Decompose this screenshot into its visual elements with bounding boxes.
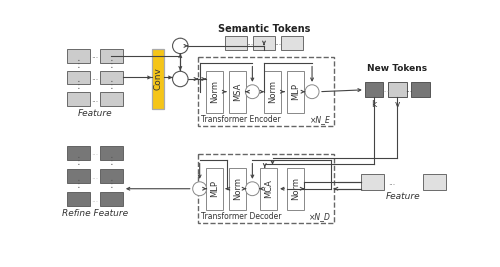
Text: MLP: MLP bbox=[210, 180, 219, 197]
Text: ×N_D: ×N_D bbox=[309, 213, 330, 221]
Bar bbox=[225, 36, 247, 50]
Text: ⋮: ⋮ bbox=[106, 156, 116, 166]
Bar bbox=[67, 146, 90, 160]
Bar bbox=[100, 92, 123, 106]
Bar bbox=[365, 82, 384, 97]
Text: Norm: Norm bbox=[268, 80, 277, 103]
Text: Norm: Norm bbox=[233, 177, 242, 200]
Text: ⋮: ⋮ bbox=[74, 156, 84, 166]
Text: ⋮: ⋮ bbox=[106, 179, 116, 190]
Text: +: + bbox=[194, 183, 205, 196]
Text: ...: ... bbox=[388, 178, 396, 187]
Text: Feature: Feature bbox=[78, 109, 112, 118]
Bar bbox=[253, 36, 275, 50]
Text: k: k bbox=[372, 100, 376, 109]
Circle shape bbox=[172, 38, 188, 54]
Text: MLP: MLP bbox=[292, 83, 300, 100]
Bar bbox=[206, 70, 223, 113]
Text: MCA: MCA bbox=[264, 179, 273, 198]
Text: +: + bbox=[306, 86, 318, 99]
Circle shape bbox=[192, 182, 206, 196]
Circle shape bbox=[172, 71, 188, 87]
Text: ...: ... bbox=[274, 38, 281, 47]
Bar bbox=[67, 49, 90, 63]
Bar bbox=[100, 146, 123, 160]
Text: ⋮: ⋮ bbox=[74, 59, 84, 69]
Text: ⋮: ⋮ bbox=[74, 80, 84, 90]
Bar bbox=[229, 168, 246, 210]
Text: Norm: Norm bbox=[292, 177, 300, 200]
Text: ...: ... bbox=[92, 52, 98, 60]
Bar bbox=[423, 175, 446, 190]
Text: Transformer Encoder: Transformer Encoder bbox=[201, 115, 281, 124]
Text: New Tokens: New Tokens bbox=[367, 64, 428, 73]
Bar bbox=[67, 70, 90, 84]
Text: Conv: Conv bbox=[154, 68, 162, 91]
Circle shape bbox=[246, 182, 260, 196]
Bar bbox=[264, 70, 281, 113]
Text: ⋮: ⋮ bbox=[74, 179, 84, 190]
Text: ...: ... bbox=[382, 85, 389, 94]
Bar bbox=[287, 168, 304, 210]
Bar bbox=[411, 82, 430, 97]
Text: ...: ... bbox=[92, 73, 98, 82]
Text: Refine Feature: Refine Feature bbox=[62, 209, 128, 218]
Bar bbox=[198, 57, 334, 126]
Bar bbox=[67, 192, 90, 206]
Bar bbox=[260, 168, 277, 210]
Bar bbox=[100, 169, 123, 183]
Text: Transformer Decoder: Transformer Decoder bbox=[201, 213, 281, 221]
Text: Semantic Tokens: Semantic Tokens bbox=[218, 23, 310, 34]
Text: Norm: Norm bbox=[210, 80, 219, 103]
Bar bbox=[152, 49, 164, 109]
Circle shape bbox=[246, 85, 260, 99]
Text: ×N_E: ×N_E bbox=[310, 115, 330, 124]
Text: ...: ... bbox=[92, 95, 98, 104]
Text: Feature: Feature bbox=[386, 192, 421, 201]
Bar bbox=[206, 168, 223, 210]
Text: +: + bbox=[247, 183, 258, 196]
Bar bbox=[100, 192, 123, 206]
Bar bbox=[281, 36, 303, 50]
Text: ⋮: ⋮ bbox=[106, 80, 116, 90]
Text: σ: σ bbox=[177, 74, 184, 84]
Text: ...: ... bbox=[92, 171, 98, 180]
Text: ⋮: ⋮ bbox=[106, 59, 116, 69]
Bar bbox=[67, 92, 90, 106]
Bar bbox=[287, 70, 304, 113]
Bar bbox=[198, 154, 334, 223]
Text: ...: ... bbox=[406, 85, 412, 94]
Circle shape bbox=[305, 85, 319, 99]
Text: MSA: MSA bbox=[233, 83, 242, 101]
Bar bbox=[361, 175, 384, 190]
Text: ...: ... bbox=[92, 148, 98, 158]
Text: v: v bbox=[394, 100, 400, 109]
Text: +: + bbox=[247, 86, 258, 99]
Text: ...: ... bbox=[246, 38, 254, 47]
Bar bbox=[388, 82, 406, 97]
Bar bbox=[229, 70, 246, 113]
Bar bbox=[100, 49, 123, 63]
Text: ⊗: ⊗ bbox=[175, 40, 186, 53]
Text: ...: ... bbox=[92, 195, 98, 204]
Bar bbox=[67, 169, 90, 183]
Bar bbox=[100, 70, 123, 84]
